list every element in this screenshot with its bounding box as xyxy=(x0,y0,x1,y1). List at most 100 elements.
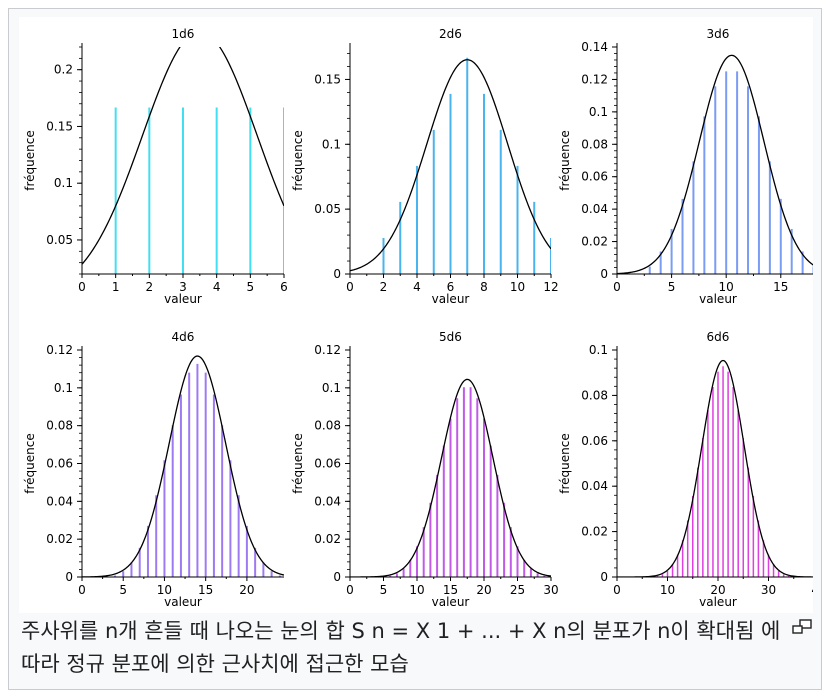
x-tick-label: 15 xyxy=(198,583,213,597)
y-tick-label: 0.02 xyxy=(581,525,608,539)
x-axis-label: valeur xyxy=(164,595,202,609)
chart-panel-3d6: 0 5 10 15 0 0.02 0.04 0.06 0.08 0.1 0.12 0.14 3d6 val… xyxy=(558,27,819,306)
chart-title: 3d6 xyxy=(707,27,730,41)
normal-curve xyxy=(82,355,284,577)
x-tick-label: 15 xyxy=(443,583,458,597)
y-tick-label: 0 xyxy=(333,570,341,584)
y-axis-label: fréquence xyxy=(23,433,37,493)
x-tick-label: 40 xyxy=(811,583,813,597)
y-tick-label: 0.06 xyxy=(46,457,73,471)
y-axis-label: fréquence xyxy=(291,130,305,190)
x-tick-label: 0 xyxy=(346,280,354,294)
x-tick-label: 10 xyxy=(157,583,172,597)
plot-region xyxy=(350,378,551,577)
y-tick-label: 0.02 xyxy=(581,235,608,249)
x-tick-label: 30 xyxy=(761,583,776,597)
x-tick-label: 20 xyxy=(476,583,491,597)
y-axis-label: fréquence xyxy=(558,130,572,190)
y-tick-label: 0.1 xyxy=(54,176,73,190)
y-tick-label: 0.1 xyxy=(322,137,341,151)
chart-panel-2d6: 0 2 4 6 8 10 12 0 0.05 0.1 0.15 2d6 valeur fréquence xyxy=(291,27,559,306)
x-tick-label: 5 xyxy=(380,583,388,597)
x-tick-label: 5 xyxy=(119,583,127,597)
plot-region xyxy=(350,57,551,274)
x-axis-label: valeur xyxy=(699,292,737,306)
x-axis-label: valeur xyxy=(164,292,202,306)
x-tick-label: 2 xyxy=(380,280,388,294)
figure-frame: 0 1 2 3 4 5 6 0.05 0.1 0.15 0.2 1d6 valeur fréquence 0… xyxy=(8,8,827,690)
normal-curve xyxy=(350,59,551,272)
magnify-icon[interactable] xyxy=(791,619,813,637)
y-tick-label: 0.08 xyxy=(314,419,341,433)
plot-region xyxy=(617,54,819,274)
y-tick-label: 0.15 xyxy=(314,72,341,86)
normal-curve xyxy=(350,378,551,577)
x-tick-label: 25 xyxy=(510,583,525,597)
chart-title: 5d6 xyxy=(439,330,462,344)
x-tick-label: 6 xyxy=(280,280,288,294)
x-tick-label: 10 xyxy=(409,583,424,597)
x-tick-label: 0 xyxy=(613,583,621,597)
y-tick-label: 0.02 xyxy=(314,532,341,546)
x-tick-label: 15 xyxy=(773,280,788,294)
normal-curve xyxy=(617,359,819,577)
chart-title: 6d6 xyxy=(707,330,730,344)
y-tick-label: 0.04 xyxy=(46,494,73,508)
y-axis-label: fréquence xyxy=(23,130,37,190)
y-tick-label: 0.06 xyxy=(581,170,608,184)
y-tick-label: 0.04 xyxy=(314,494,341,508)
y-tick-label: 0.02 xyxy=(46,532,73,546)
chart-panel-6d6: 0 10 20 30 40 0 0.02 0.04 0.06 0.08 0.1 6d6 valeur fr… xyxy=(558,330,827,609)
y-tick-label: 0.14 xyxy=(581,40,608,54)
dice-distribution-charts: 0 1 2 3 4 5 60.050.10.150.21d6valeurfréquence0… xyxy=(23,27,827,609)
figure-caption: 주사위를 n개 흔들 때 나오는 눈의 합 S n = X 1 + ... + … xyxy=(19,613,813,685)
chart-title: 1d6 xyxy=(172,27,195,41)
y-tick-label: 0.04 xyxy=(581,479,608,493)
y-tick-label: 0.15 xyxy=(46,119,73,133)
x-tick-label: 3 xyxy=(179,280,187,294)
x-tick-label: 4 xyxy=(213,280,221,294)
y-tick-label: 0.05 xyxy=(46,233,73,247)
y-tick-label: 0.12 xyxy=(314,343,341,357)
chart-title: 2d6 xyxy=(439,27,462,41)
x-axis-label: valeur xyxy=(432,595,470,609)
y-tick-label: 0.06 xyxy=(314,457,341,471)
x-axis-label: valeur xyxy=(432,292,470,306)
y-tick-label: 0.1 xyxy=(322,381,341,395)
y-tick-label: 0.1 xyxy=(54,381,73,395)
y-tick-label: 0.12 xyxy=(581,72,608,86)
y-tick-label: 0.12 xyxy=(46,343,73,357)
x-tick-label: 0 xyxy=(78,583,86,597)
x-tick-label: 5 xyxy=(247,280,255,294)
plot-area: 0 1 2 3 4 5 6 0.05 0.1 0.15 0.2 1d6 valeur fréquence 0… xyxy=(19,17,827,613)
y-tick-label: 0.06 xyxy=(581,434,608,448)
x-tick-label: 4 xyxy=(413,280,421,294)
x-tick-label: 0 xyxy=(613,280,621,294)
x-tick-label: 1 xyxy=(112,280,120,294)
plot-region xyxy=(82,355,284,577)
x-tick-label: 6 xyxy=(447,280,455,294)
y-tick-label: 0 xyxy=(600,267,608,281)
chart-panel-1d6: 0 1 2 3 4 5 6 0.05 0.1 0.15 0.2 1d6 valeur fréquence xyxy=(23,27,288,306)
y-tick-label: 0.1 xyxy=(589,105,608,119)
x-tick-label: 12 xyxy=(543,280,558,294)
y-tick-label: 0.05 xyxy=(314,202,341,216)
plot-region xyxy=(82,47,284,274)
x-tick-label: 30 xyxy=(543,583,558,597)
x-tick-label: 20 xyxy=(239,583,254,597)
y-tick-label: 0.08 xyxy=(581,137,608,151)
chart-title: 4d6 xyxy=(172,330,195,344)
x-tick-label: 20 xyxy=(710,583,725,597)
y-tick-label: 0 xyxy=(65,570,73,584)
x-tick-label: 10 xyxy=(510,280,525,294)
y-tick-label: 0.08 xyxy=(581,388,608,402)
x-tick-label: 5 xyxy=(668,280,676,294)
x-tick-label: 10 xyxy=(719,280,734,294)
y-tick-label: 0 xyxy=(600,570,608,584)
y-tick-label: 0 xyxy=(333,267,341,281)
x-axis-label: valeur xyxy=(699,595,737,609)
chart-panel-4d6: 0 5 10 15 20 0 0.02 0.04 0.06 0.08 0.1 0.12 4d6 valeu… xyxy=(23,330,284,609)
y-tick-label: 0.08 xyxy=(46,419,73,433)
x-tick-label: 8 xyxy=(480,280,488,294)
plot-region xyxy=(617,359,819,577)
